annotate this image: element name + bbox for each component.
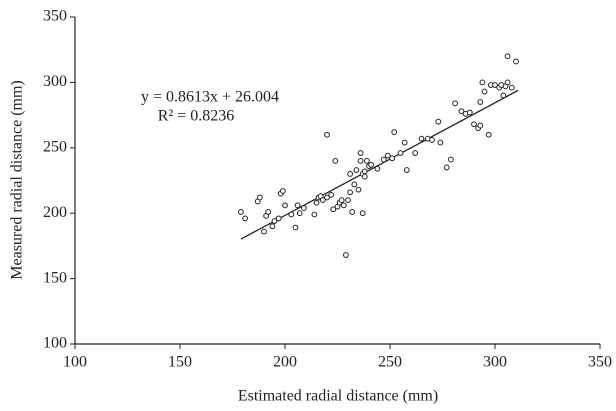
point <box>418 135 425 142</box>
point <box>256 194 263 201</box>
point <box>292 224 299 231</box>
point <box>345 197 351 204</box>
point <box>301 205 307 211</box>
point <box>458 108 465 115</box>
point <box>347 189 354 196</box>
point <box>294 202 301 209</box>
point <box>361 173 368 180</box>
point <box>355 186 362 193</box>
point <box>385 152 391 159</box>
y-tick-label: 300 <box>43 73 67 90</box>
point <box>412 150 419 156</box>
y-tick-label: 150 <box>43 269 67 286</box>
point <box>380 156 387 163</box>
point <box>351 181 358 188</box>
y-tick-label: 350 <box>43 8 67 25</box>
point <box>466 109 473 116</box>
point <box>311 211 318 218</box>
point <box>280 188 286 194</box>
point <box>269 223 276 230</box>
point <box>368 161 375 168</box>
equation: y = 0.8613x + 26.004 <box>141 89 279 106</box>
point <box>324 194 330 201</box>
x-tick-label: 300 <box>483 354 507 371</box>
point <box>389 155 396 162</box>
point <box>242 215 249 222</box>
y-tick-label: 250 <box>43 138 67 155</box>
y-axis-label: Measured radial distance (mm) <box>9 80 26 279</box>
point <box>364 157 370 164</box>
x-tick-label: 250 <box>378 354 402 371</box>
point <box>448 156 454 163</box>
point <box>332 157 339 164</box>
x-axis-label: Estimated radial distance (mm) <box>238 388 438 405</box>
x-tick-label: 200 <box>273 354 297 371</box>
point <box>330 206 337 213</box>
point <box>374 165 381 172</box>
point <box>504 79 511 86</box>
x-tick-label: 100 <box>63 354 87 371</box>
trend-line <box>240 89 519 240</box>
point <box>508 84 515 91</box>
point <box>340 202 347 209</box>
point <box>347 171 354 177</box>
point <box>401 139 408 146</box>
point <box>492 82 498 88</box>
point <box>319 197 326 204</box>
r-squared: R² = 0.8236 <box>158 108 235 125</box>
point <box>397 150 404 156</box>
point <box>481 88 488 95</box>
point <box>437 139 444 146</box>
point <box>324 131 330 138</box>
point <box>275 215 282 222</box>
point <box>429 137 435 143</box>
point <box>338 197 345 204</box>
point <box>479 79 486 86</box>
point <box>282 202 288 209</box>
point <box>361 168 368 175</box>
point <box>391 129 398 136</box>
point <box>500 92 507 99</box>
point <box>485 131 492 138</box>
point <box>477 99 484 105</box>
point <box>357 150 364 156</box>
point <box>452 100 459 107</box>
point <box>313 199 320 206</box>
point <box>265 208 272 215</box>
point <box>349 208 356 215</box>
point <box>477 122 484 129</box>
point <box>435 118 442 125</box>
y-tick-label: 100 <box>43 335 67 352</box>
point <box>513 58 519 65</box>
x-tick-label: 150 <box>168 354 192 371</box>
point <box>359 210 366 217</box>
point <box>261 228 267 235</box>
point <box>353 167 360 173</box>
point <box>328 191 335 198</box>
point <box>403 167 410 173</box>
point <box>288 211 295 218</box>
point <box>296 210 303 217</box>
point <box>443 164 450 171</box>
y-tick-label: 200 <box>43 204 67 221</box>
x-tick-label: 350 <box>588 354 612 371</box>
point <box>238 208 244 215</box>
point <box>504 53 511 60</box>
point <box>271 218 278 224</box>
point <box>471 121 477 128</box>
point <box>357 157 364 164</box>
point <box>343 252 349 258</box>
